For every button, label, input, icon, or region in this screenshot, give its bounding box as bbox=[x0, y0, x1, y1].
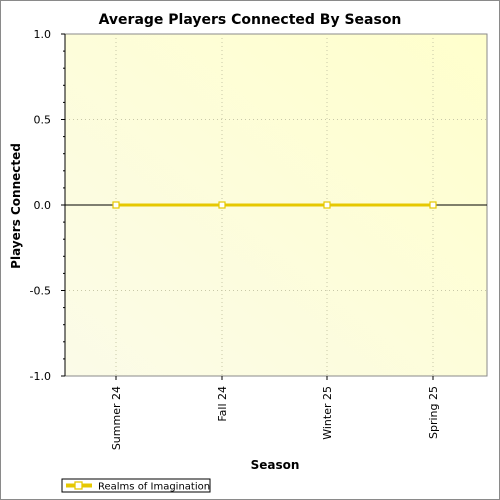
data-point bbox=[218, 201, 226, 209]
series-lines bbox=[112, 201, 437, 209]
data-point bbox=[112, 201, 120, 209]
y-axis-title: Players Connected bbox=[9, 143, 23, 269]
data-point bbox=[323, 201, 331, 209]
data-point bbox=[429, 201, 437, 209]
y-tick-label: -0.5 bbox=[30, 285, 51, 298]
grid-lines bbox=[65, 34, 487, 376]
x-tick-labels: Summer 24 Fall 24 Winter 25 Spring 25 bbox=[110, 386, 440, 450]
legend-label: Realms of Imagination bbox=[98, 482, 210, 493]
y-tick-label: -1.0 bbox=[30, 370, 51, 383]
y-tick-label: 1.0 bbox=[34, 28, 52, 41]
x-tick-label: Summer 24 bbox=[110, 386, 123, 450]
x-tick-label: Winter 25 bbox=[321, 386, 334, 440]
legend-marker-swatch bbox=[74, 481, 83, 490]
y-tick-labels: 1.0 0.5 0.0 -0.5 -1.0 bbox=[30, 28, 51, 383]
x-tick-label: Fall 24 bbox=[216, 386, 229, 422]
x-axis-title: Season bbox=[251, 458, 300, 472]
y-tick-label: 0.5 bbox=[34, 114, 52, 127]
legend: Realms of Imagination bbox=[61, 478, 211, 493]
y-tick-label: 0.0 bbox=[34, 199, 52, 212]
legend-box bbox=[61, 478, 211, 493]
chart-title: Average Players Connected By Season bbox=[99, 12, 402, 28]
x-tick-label: Spring 25 bbox=[427, 386, 440, 439]
